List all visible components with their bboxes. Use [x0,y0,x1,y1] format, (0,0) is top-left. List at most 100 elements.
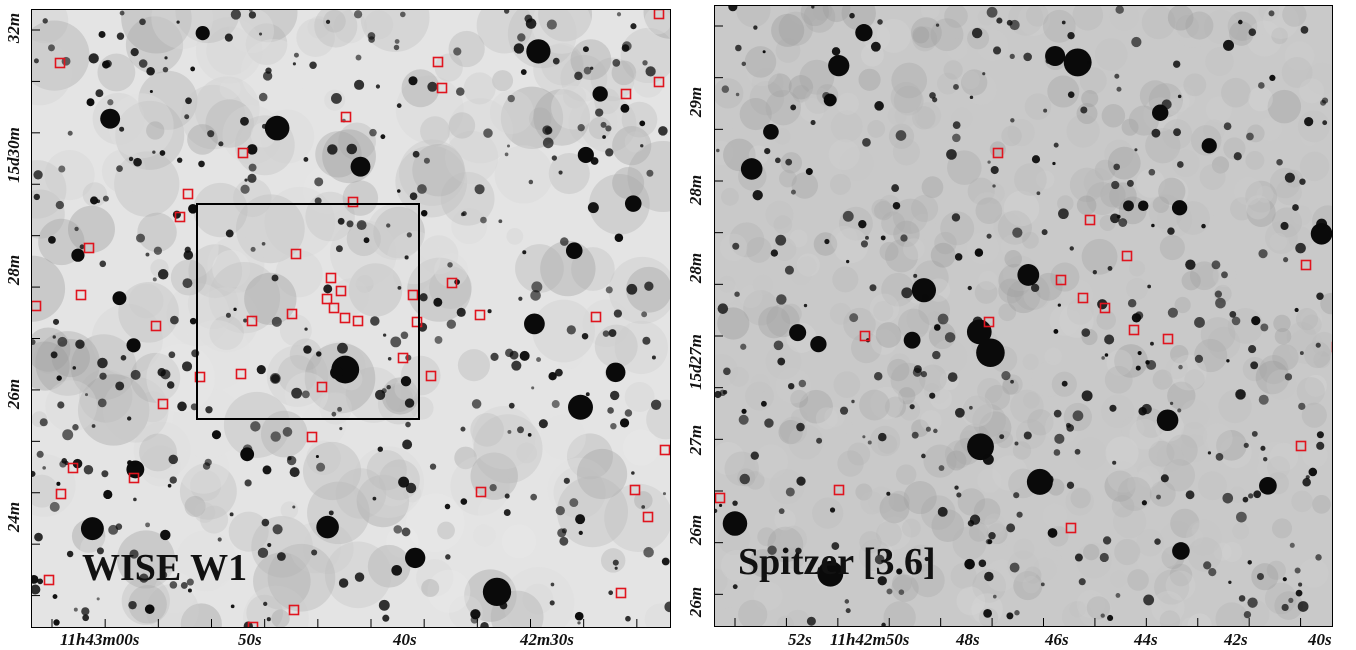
star [1123,200,1134,212]
star [662,492,667,496]
background-noise [912,26,938,52]
background-noise [130,352,181,403]
background-noise [1221,541,1243,563]
background-noise [548,153,590,195]
star [335,245,343,253]
background-noise [892,198,929,234]
star [433,297,443,307]
star [339,427,343,431]
star [775,234,787,246]
star [248,163,257,172]
star [62,429,74,441]
background-noise [451,208,488,245]
background-noise [715,607,745,626]
background-noise [1291,490,1313,513]
star [609,390,620,401]
star [1256,573,1265,581]
star [75,339,85,349]
background-noise [912,106,936,130]
background-noise [614,320,668,375]
background-noise [1126,277,1149,300]
star [1226,359,1230,363]
background-noise [1246,195,1271,220]
background-noise [108,93,174,159]
star [1147,284,1152,289]
star [257,547,269,559]
background-noise [516,442,538,464]
star [240,184,250,194]
star [153,246,163,255]
background-noise [1070,488,1091,509]
background-noise [589,173,650,235]
star [865,235,869,240]
source-marker [306,431,318,443]
star [1057,303,1061,307]
star [316,515,339,539]
star [72,366,77,370]
star [639,120,646,127]
source-marker [474,309,486,321]
background-noise [1180,399,1210,429]
y-tick-label: 26m [686,586,705,618]
background-noise [1169,563,1193,587]
background-noise [522,583,554,615]
star [337,217,345,225]
star [240,116,249,126]
star [569,498,579,508]
x-tick-label: 11h42m50s [830,630,910,649]
star [269,372,281,384]
background-noise [367,203,424,261]
star [404,255,409,260]
star [536,357,542,363]
star [1233,152,1242,161]
star [48,44,55,52]
star [1134,148,1138,152]
background-noise [758,306,791,339]
background-noise [568,97,618,147]
background-noise [920,410,942,432]
star [42,466,46,470]
star [1236,511,1247,523]
star [953,84,959,90]
source-marker [653,10,665,20]
background-noise [187,278,239,330]
background-noise [1106,349,1133,376]
star [240,447,255,462]
source-marker [54,57,66,69]
star [53,619,60,626]
star [145,252,150,257]
source-marker [642,511,654,523]
background-noise [632,66,664,98]
background-noise [594,324,638,368]
star [1023,431,1032,440]
star [886,588,893,595]
star [937,506,948,517]
star [985,538,992,545]
background-noise [1104,139,1134,169]
background-noise [946,38,968,60]
background-noise [797,256,817,277]
background-noise [1304,341,1331,369]
star [88,53,99,64]
background-noise [778,11,813,46]
background-noise [1167,381,1196,410]
star [1211,260,1221,270]
background-noise [812,6,833,21]
star [901,287,913,299]
star [770,249,779,257]
background-noise [454,446,477,470]
star [764,418,774,428]
background-noise [898,308,930,340]
background-noise [427,569,471,613]
source-marker [75,289,87,301]
star [133,497,137,502]
star [750,451,760,460]
star [763,123,779,140]
background-noise [1207,326,1241,360]
background-noise [967,177,995,205]
background-noise [892,138,920,166]
star [139,18,146,26]
background-noise [244,272,297,326]
star [642,60,648,66]
star [1215,453,1224,461]
